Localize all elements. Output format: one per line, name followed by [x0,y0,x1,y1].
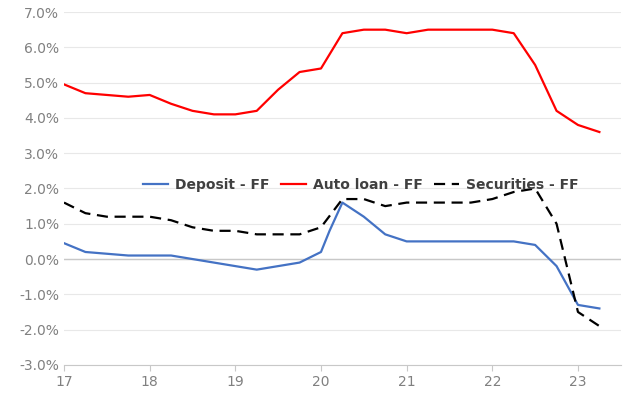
Deposit - FF [467,239,475,244]
Auto loan - FF [253,108,260,113]
Auto loan - FF [488,27,496,32]
Auto loan - FF [317,66,325,71]
Auto loan - FF [81,91,89,95]
Securities - FF [103,214,111,219]
Deposit - FF [103,251,111,256]
Securities - FF [445,200,453,205]
Auto loan - FF [510,31,518,36]
Securities - FF [317,225,325,230]
Securities - FF [339,196,346,201]
Line: Deposit - FF: Deposit - FF [64,203,600,308]
Auto loan - FF [124,94,132,99]
Securities - FF [510,190,518,194]
Securities - FF [81,211,89,216]
Deposit - FF [574,302,582,307]
Auto loan - FF [596,130,604,134]
Deposit - FF [510,239,518,244]
Securities - FF [146,214,154,219]
Auto loan - FF [467,27,475,32]
Deposit - FF [124,253,132,258]
Auto loan - FF [445,27,453,32]
Deposit - FF [381,232,389,237]
Securities - FF [189,225,196,230]
Securities - FF [232,229,239,233]
Deposit - FF [403,239,410,244]
Auto loan - FF [360,27,367,32]
Line: Securities - FF: Securities - FF [64,188,600,326]
Line: Auto loan - FF: Auto loan - FF [64,30,600,132]
Securities - FF [467,200,475,205]
Deposit - FF [326,229,333,233]
Auto loan - FF [574,123,582,128]
Securities - FF [253,232,260,237]
Deposit - FF [360,214,367,219]
Deposit - FF [232,264,239,269]
Deposit - FF [339,200,346,205]
Securities - FF [574,310,582,314]
Auto loan - FF [424,27,432,32]
Deposit - FF [210,260,218,265]
Deposit - FF [167,253,175,258]
Auto loan - FF [403,31,410,36]
Securities - FF [124,214,132,219]
Deposit - FF [253,267,260,272]
Securities - FF [360,196,367,201]
Auto loan - FF [60,82,68,87]
Legend: Deposit - FF, Auto loan - FF, Securities - FF: Deposit - FF, Auto loan - FF, Securities… [138,172,584,198]
Deposit - FF [189,257,196,261]
Securities - FF [424,200,432,205]
Securities - FF [210,229,218,233]
Securities - FF [381,204,389,209]
Securities - FF [275,232,282,237]
Auto loan - FF [167,101,175,106]
Auto loan - FF [275,87,282,92]
Securities - FF [403,200,410,205]
Deposit - FF [60,241,68,245]
Auto loan - FF [232,112,239,117]
Securities - FF [553,221,561,226]
Deposit - FF [317,249,325,254]
Deposit - FF [275,264,282,269]
Auto loan - FF [296,70,303,75]
Auto loan - FF [381,27,389,32]
Auto loan - FF [103,93,111,97]
Auto loan - FF [189,108,196,113]
Auto loan - FF [553,108,561,113]
Securities - FF [531,186,539,191]
Auto loan - FF [146,93,154,97]
Auto loan - FF [339,31,346,36]
Deposit - FF [146,253,154,258]
Deposit - FF [531,243,539,247]
Deposit - FF [81,249,89,254]
Deposit - FF [596,306,604,311]
Securities - FF [167,218,175,223]
Deposit - FF [553,264,561,269]
Securities - FF [596,324,604,328]
Securities - FF [60,200,68,205]
Deposit - FF [296,260,303,265]
Deposit - FF [445,239,453,244]
Auto loan - FF [210,112,218,117]
Deposit - FF [424,239,432,244]
Deposit - FF [488,239,496,244]
Securities - FF [296,232,303,237]
Securities - FF [488,196,496,201]
Auto loan - FF [531,63,539,67]
